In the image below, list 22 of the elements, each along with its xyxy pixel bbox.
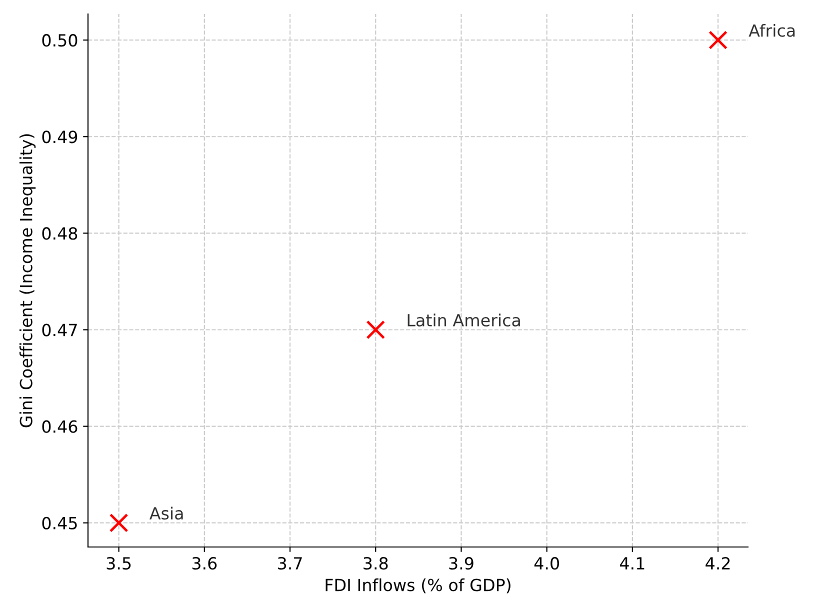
point xyxy=(366,320,386,340)
y-tick-label: 0.50 xyxy=(42,34,78,47)
annotation: Africa xyxy=(748,24,795,37)
y-tick-label: 0.48 xyxy=(42,227,78,240)
x-tick-label: 3.6 xyxy=(192,557,217,570)
x-tick-label: 4.1 xyxy=(620,557,644,570)
x-axis-title: FDI Inflows (% of GDP) xyxy=(326,578,510,594)
y-tick-label: 0.47 xyxy=(42,324,77,336)
x-tick-label: 4.0 xyxy=(534,557,559,570)
y-tick-label: 0.49 xyxy=(42,130,78,144)
x-tick-label: 4.2 xyxy=(706,557,730,570)
x-tick-label: 3.8 xyxy=(364,557,388,570)
y-tick-label: 0.46 xyxy=(42,420,78,433)
y-tick-label: 0.45 xyxy=(42,516,77,530)
x-tick-label: 3.5 xyxy=(106,557,131,570)
annotation: Asia xyxy=(150,506,183,520)
x-tick-label: 3.7 xyxy=(278,557,302,570)
point xyxy=(708,30,728,50)
point xyxy=(109,513,128,532)
y-axis-title: Gini Coefficient (Income Inequality) xyxy=(19,134,36,428)
x-tick-label: 3.9 xyxy=(449,557,474,570)
annotation: Latin America xyxy=(408,314,520,327)
